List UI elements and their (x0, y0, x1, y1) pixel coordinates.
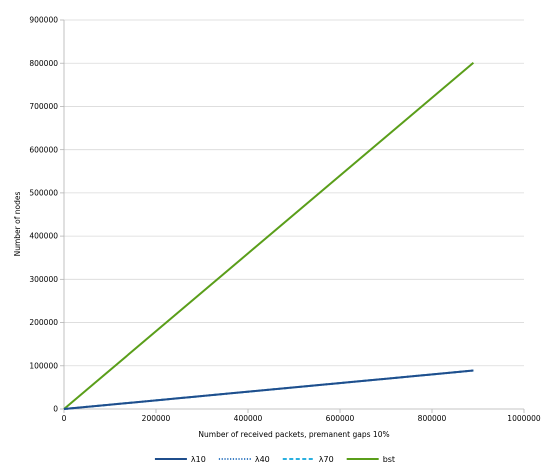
legend-label-λ10: λ10 (191, 455, 206, 464)
y-tick-label: 200000 (29, 318, 58, 327)
x-tick-label: 1000000 (507, 414, 541, 423)
y-tick-label: 800000 (29, 59, 58, 68)
series (63, 62, 475, 410)
x-tick-label: 600000 (326, 414, 355, 423)
y-tick-label: 300000 (29, 275, 58, 284)
x-tick-label: 400000 (234, 414, 263, 423)
axes (60, 19, 525, 413)
series-line-bst (63, 62, 475, 410)
series-line-λ10 (63, 369, 474, 410)
y-axis-label: Number of nodes (13, 192, 22, 257)
y-tick-label: 500000 (29, 188, 58, 197)
grid (64, 19, 524, 367)
y-tick-label: 700000 (29, 102, 58, 111)
y-tick-label: 400000 (29, 232, 58, 241)
x-tick-label: 800000 (418, 414, 447, 423)
x-axis-label: Number of received packets, premanent ga… (198, 430, 389, 439)
y-tick-label: 600000 (29, 145, 58, 154)
legend: λ10 λ40 λ70 bst (154, 455, 395, 464)
x-tick-label: 200000 (142, 414, 171, 423)
legend-label-bst: bst (383, 455, 395, 464)
y-tick-label: 900000 (29, 16, 58, 25)
legend-label-λ70: λ70 (319, 455, 334, 464)
tick-labels: 0 100000 200000 300000 400000 500000 600000 700… (29, 16, 541, 423)
y-tick-label: 100000 (29, 361, 58, 370)
legend-label-λ40: λ40 (255, 455, 270, 464)
y-tick-label: 0 (53, 405, 58, 414)
x-tick-label: 0 (62, 414, 67, 423)
